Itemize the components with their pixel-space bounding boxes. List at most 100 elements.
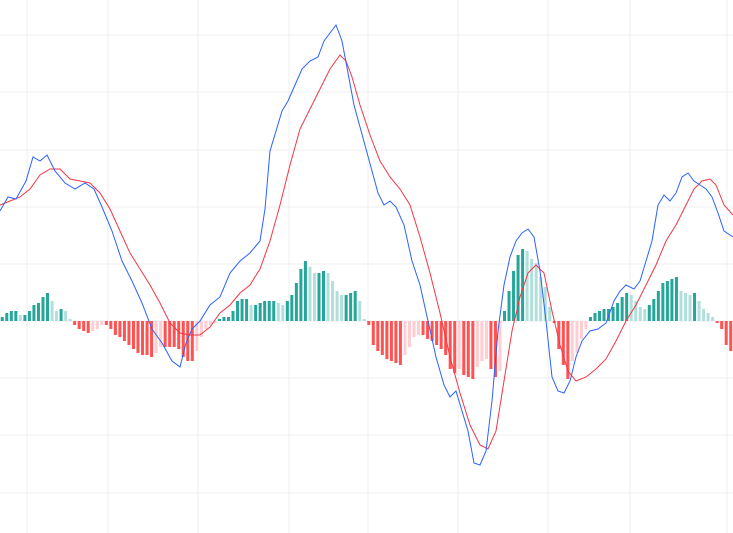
histogram-bar [724, 321, 728, 345]
histogram-bar [113, 321, 117, 335]
histogram-bar [195, 321, 199, 351]
histogram-bar [697, 301, 701, 321]
histogram-bar [154, 321, 158, 353]
histogram-bar [335, 291, 339, 321]
histogram-bar [331, 281, 335, 321]
histogram-bar [466, 321, 470, 377]
histogram-bar [598, 311, 602, 321]
histogram-bar [109, 321, 113, 329]
histogram-bar [702, 309, 706, 321]
histogram-bar [611, 307, 615, 321]
histogram-bar [693, 293, 697, 321]
histogram-bar [231, 311, 235, 321]
signal-line [0, 54, 733, 450]
histogram-bar [435, 321, 439, 345]
histogram-bar [638, 307, 642, 321]
histogram-bar [64, 311, 68, 321]
histogram-bar [18, 315, 22, 321]
histogram-bar [95, 321, 99, 329]
histogram-bar [353, 291, 357, 321]
histogram-bar [145, 321, 149, 355]
histogram-bar [493, 321, 497, 377]
histogram-bar [82, 321, 86, 331]
histogram-bar [312, 273, 316, 321]
histogram-bar [385, 321, 389, 359]
histogram-bar [670, 279, 674, 321]
histogram-bar [59, 309, 63, 321]
histogram-bar [73, 321, 77, 325]
histogram-bar [172, 321, 176, 347]
histogram-bar [507, 291, 511, 321]
histogram-bar [118, 321, 122, 337]
histogram-bar [679, 291, 683, 321]
histogram-bar [534, 263, 538, 321]
histogram-bar [14, 311, 18, 321]
histogram-bar [376, 321, 380, 351]
histogram-bar [190, 321, 194, 361]
histogram-bar [530, 259, 534, 321]
histogram-bar [729, 321, 733, 351]
histogram-bar [593, 313, 597, 321]
histogram-bar [181, 321, 185, 357]
histogram-bar [634, 301, 638, 321]
histogram-bar [421, 321, 425, 335]
histogram-bar [91, 321, 95, 331]
histogram-bar [457, 321, 461, 369]
histogram-bar [498, 321, 502, 371]
histogram-bar [398, 321, 402, 365]
histogram-bar [516, 255, 520, 321]
histogram-bar [5, 313, 9, 321]
histogram-bar [584, 321, 588, 329]
histogram-bar [127, 321, 131, 345]
histogram-bar [308, 267, 312, 321]
histogram-bar [208, 321, 212, 325]
histogram-bar [525, 251, 529, 321]
histogram-bar [186, 321, 190, 361]
histogram-bar [674, 277, 678, 321]
histogram-bar [706, 313, 710, 321]
histogram-bar [77, 321, 81, 329]
histogram-bar [213, 321, 217, 323]
histogram-bar [104, 321, 108, 325]
histogram-bar [217, 319, 221, 321]
histogram-bar [159, 321, 163, 347]
histogram-bar [407, 321, 411, 347]
histogram-bar [521, 249, 525, 321]
histogram-bar [0, 317, 4, 321]
histogram-bar [68, 319, 72, 321]
histogram-bar [380, 321, 384, 355]
histogram-bar [340, 295, 344, 321]
histogram-bar [322, 271, 326, 321]
histogram-bar [371, 321, 375, 345]
histogram-bar [566, 321, 570, 379]
histogram-bar [548, 307, 552, 321]
histogram-bar [502, 311, 507, 321]
histogram-bar [294, 283, 298, 321]
histogram-bar [299, 269, 303, 321]
histogram-bar [23, 315, 27, 321]
histogram-bar [512, 271, 516, 321]
histogram-bar [625, 293, 629, 321]
histogram-bar [665, 281, 669, 321]
histogram-bar [317, 273, 321, 321]
histogram-bar [136, 321, 140, 353]
histogram-bar [290, 295, 294, 321]
histogram-bar [141, 321, 145, 355]
histogram-bar [55, 311, 59, 321]
histogram-bar [471, 321, 475, 379]
histogram-bar [439, 321, 443, 349]
histogram-bar [575, 321, 579, 353]
histogram-bar [647, 305, 651, 321]
histogram-bar [394, 321, 398, 363]
histogram-bar [254, 305, 258, 321]
histogram-bar [426, 321, 430, 339]
histogram-bar [168, 321, 172, 347]
histogram-bar [46, 293, 50, 321]
histogram-bar [27, 311, 31, 321]
histogram-bar [349, 293, 353, 321]
histogram-bar [249, 305, 253, 321]
histogram-bar [588, 317, 592, 321]
histogram-bar [661, 283, 665, 321]
histogram-bar [475, 321, 479, 367]
